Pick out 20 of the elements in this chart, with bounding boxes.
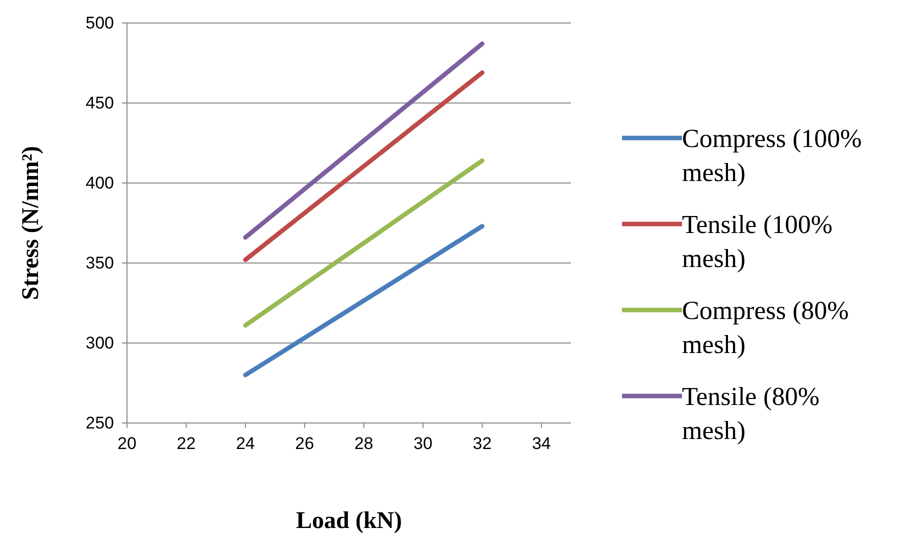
y-tick-label: 300 bbox=[86, 333, 114, 352]
x-tick-label: 34 bbox=[532, 434, 551, 454]
x-tick-label: 20 bbox=[118, 434, 136, 454]
x-tick-label: 22 bbox=[176, 434, 196, 454]
y-axis-title: Stress (N/mm²) bbox=[18, 146, 44, 300]
y-tick-label: 450 bbox=[86, 93, 114, 112]
y-tick-label: 400 bbox=[86, 173, 114, 192]
legend-label: Tensile (100% mesh) bbox=[682, 210, 833, 273]
y-tick-label: 250 bbox=[86, 413, 114, 432]
x-axis-title: Load (kN) bbox=[296, 508, 402, 533]
y-tick-label: 350 bbox=[86, 253, 114, 272]
x-tick-label: 30 bbox=[414, 434, 432, 454]
legend-label: Compress (100% mesh) bbox=[682, 124, 862, 187]
x-tick-label: 24 bbox=[236, 434, 255, 454]
x-tick-label: 26 bbox=[295, 434, 314, 454]
x-tick-label: 28 bbox=[354, 434, 374, 454]
legend-label: Tensile (80% mesh) bbox=[682, 382, 820, 445]
legend-label: Compress (80% mesh) bbox=[682, 296, 849, 359]
x-tick-label: 32 bbox=[472, 434, 492, 454]
y-tick-label: 500 bbox=[86, 13, 114, 32]
